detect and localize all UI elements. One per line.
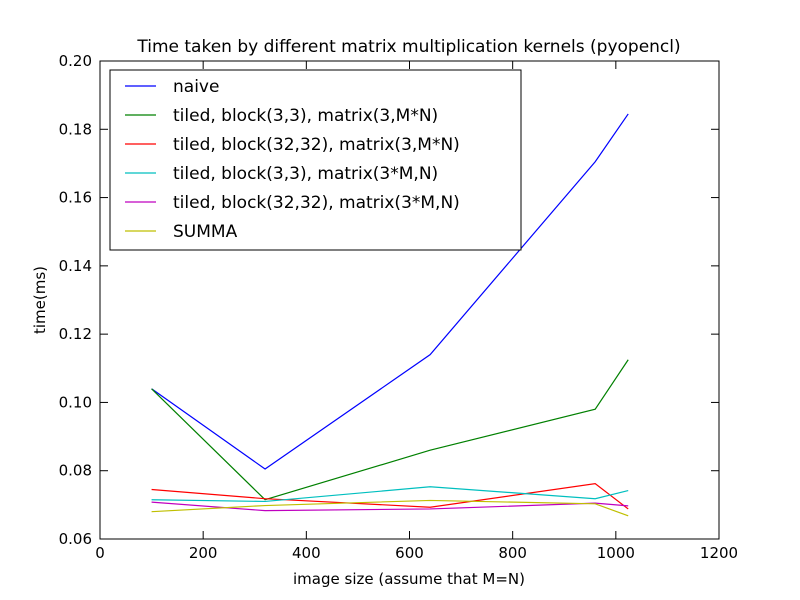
legend-label-tiled-block-32-32-matrix-3-m-n: tiled, block(32,32), matrix(3,M*N) — [173, 135, 460, 155]
y-axis-label: time(ms) — [31, 266, 49, 334]
plot-area: 0 200 400 600 800 1000 1200 0.060.080.100.120.… — [59, 52, 739, 562]
x-axis-ticks: 0 200 400 600 800 1000 1200 — [95, 61, 738, 562]
x-axis-label: image size (assume that M=N) — [293, 570, 525, 588]
x-tick-label: 200 — [189, 544, 218, 562]
y-tick-label: 0.12 — [59, 325, 92, 343]
series-line-tiled-block-32-32-matrix-3-m-n — [151, 483, 629, 510]
y-tick-label: 0.16 — [59, 189, 92, 207]
x-tick-label: 600 — [395, 544, 424, 562]
chart-title: Time taken by different matrix multiplic… — [136, 37, 680, 57]
legend-label-summa: SUMMA — [173, 222, 238, 242]
series-line-tiled-block-3-3-matrix-3-m-n — [151, 486, 629, 503]
y-tick-label: 0.20 — [59, 52, 92, 70]
legend-label-tiled-block-3-3-matrix-3-m-n: tiled, block(3,3), matrix(3,M*N) — [173, 106, 438, 126]
y-tick-label: 0.10 — [59, 393, 92, 411]
series-line-summa — [151, 499, 629, 517]
y-axis-ticks: 0.06 0.08 0.10 0.12 0.14 0.16 0.18 0.20 — [59, 52, 719, 548]
legend-box — [109, 69, 522, 251]
x-tick-label: 800 — [498, 544, 527, 562]
x-tick-label: 0 — [95, 544, 105, 562]
series-line-naive — [151, 113, 629, 470]
legend-label-tiled-block-3-3-matrix-3-m-n: tiled, block(3,3), matrix(3*M,N) — [173, 164, 438, 184]
y-tick-label: 0.14 — [59, 257, 92, 275]
x-tick-label: 400 — [292, 544, 321, 562]
series-line-tiled-block-3-3-matrix-3-m-n — [151, 359, 629, 501]
legend-items: naive tiled, block(3,3), matrix(3,M*N) til… — [125, 77, 460, 242]
legend: naive tiled, block(3,3), matrix(3,M*N) til… — [109, 69, 522, 251]
legend-label-tiled-block-32-32-matrix-3-m-n: tiled, block(32,32), matrix(3*M,N) — [173, 193, 460, 213]
legend-label-naive: naive — [173, 77, 219, 97]
y-tick-label: 0.18 — [59, 120, 92, 138]
x-tick-label: 1200 — [700, 544, 738, 562]
y-tick-label: 0.06 — [59, 530, 92, 548]
y-tick-label: 0.08 — [59, 462, 92, 480]
series-layer — [151, 113, 629, 517]
x-tick-label: 1000 — [597, 544, 635, 562]
